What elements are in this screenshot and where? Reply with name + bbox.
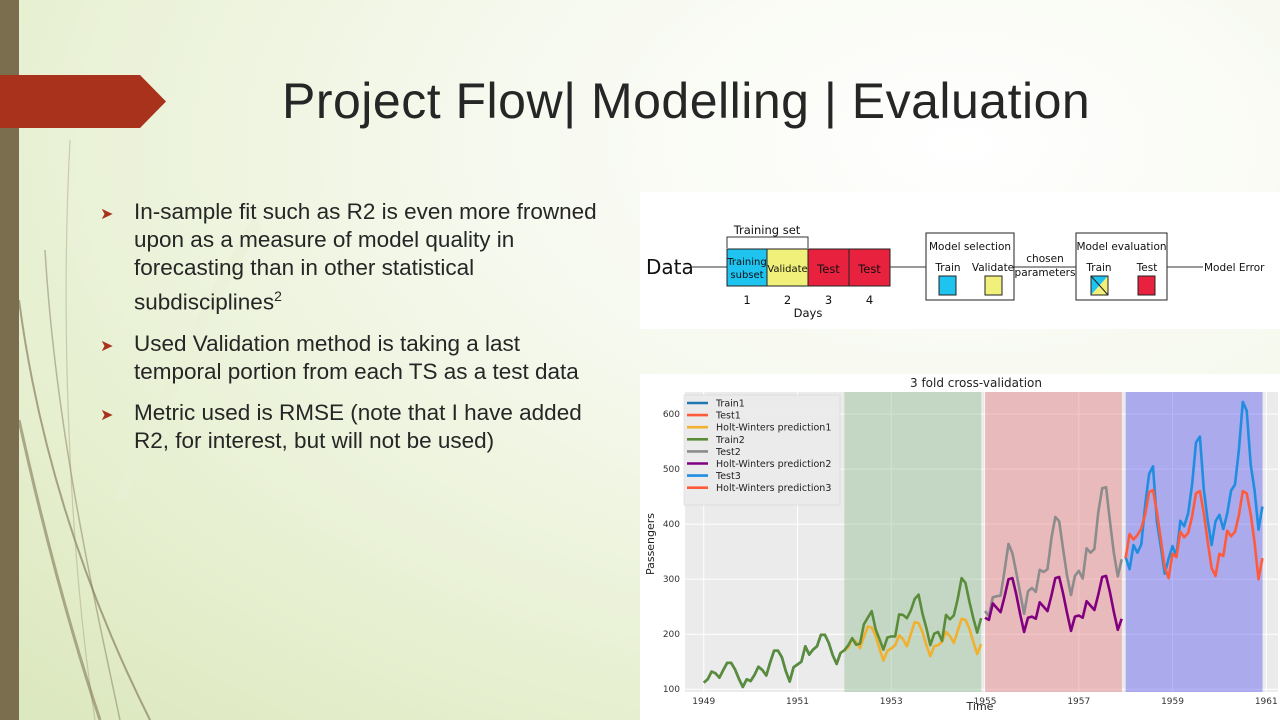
legend-box (683, 394, 841, 506)
cv-chart-panel: 1949 1951 1953 1955 1957 1959 1961 100 200 300 400… (640, 374, 1280, 720)
series-line (1124, 488, 1264, 581)
slide-title: Project Flow| Modelling | Evaluation (282, 73, 1091, 129)
bullet-text: Used Validation method is taking a last … (134, 330, 579, 384)
bullet-superscript: 2 (274, 288, 282, 304)
test-box-1-label: Test (816, 262, 840, 276)
bullet-arrow-icon: ➤ (100, 406, 114, 424)
model-error-label: Model Error (1204, 262, 1265, 274)
training-subset-line2: subset (730, 270, 763, 281)
bullet-item: ➤ Used Validation method is taking a las… (98, 330, 598, 386)
cv-chart: 1949 1951 1953 1955 1957 1959 1961 100 200 300 400… (644, 376, 1278, 713)
left-accent-bar (0, 0, 19, 720)
title-arrow-shape (0, 75, 166, 128)
bullet-text: In-sample fit such as R2 is even more fr… (134, 199, 597, 315)
day-number: 1 (743, 293, 750, 307)
x-tick-label: 1953 (880, 697, 903, 707)
x-tick-label: 1957 (1067, 697, 1090, 707)
training-set-label: Training set (733, 223, 801, 237)
x-tick-label: 1951 (786, 697, 809, 707)
legend-label: Holt-Winters prediction3 (716, 483, 831, 494)
legend-label: Train2 (715, 435, 745, 446)
series-line (983, 485, 1123, 618)
fold-shaded-region (985, 392, 1122, 692)
training-subset-line1: Training (726, 257, 766, 268)
model-selection-train: Train (934, 262, 960, 274)
y-tick-label: 100 (663, 685, 680, 695)
series-line (702, 576, 983, 689)
fold-shaded-region (1125, 392, 1263, 692)
y-axis-label: Passengers (644, 513, 657, 575)
x-tick-label: 1959 (1161, 697, 1184, 707)
model-evaluation-train: Train (1085, 262, 1111, 274)
parameters-label: parameters (1015, 267, 1076, 279)
fold-shaded-region (844, 392, 982, 692)
chart-title: 3 fold cross-validation (910, 376, 1042, 390)
model-selection-validate: Validate (972, 262, 1014, 274)
test-box-2 (848, 248, 891, 287)
training-subset-box (726, 248, 768, 287)
test-box-1 (807, 248, 850, 287)
model-selection-title: Model selection (929, 241, 1011, 253)
decorative-curves (17, 139, 260, 720)
model-evaluation-test: Test (1136, 262, 1158, 274)
y-tick-label: 600 (663, 410, 680, 420)
day-number: 4 (866, 293, 873, 307)
bullet-arrow-icon: ➤ (100, 337, 114, 355)
bullet-arrow-icon: ➤ (100, 206, 114, 223)
flow-diagram-panel: Data Training set Training subset Valida… (640, 192, 1280, 329)
y-tick-label: 500 (663, 465, 680, 475)
series-line (843, 617, 983, 662)
bullet-text: Metric used is RMSE (note that I have ad… (134, 399, 582, 453)
bullet-list: ➤ In-sample fit such as R2 is even more … (98, 198, 598, 468)
series-line (984, 574, 1123, 634)
days-label: Days (794, 306, 823, 320)
legend-label: Holt-Winters prediction1 (716, 423, 831, 434)
flow-data-label: Data (646, 255, 694, 279)
test-box-2-label: Test (857, 262, 881, 276)
legend-label: Train1 (715, 399, 745, 410)
model-evaluation-title: Model evaluation (1076, 241, 1166, 253)
flow-diagram: Data Training set Training subset Valida… (646, 223, 1265, 320)
validate-box-label: Validate (767, 264, 807, 275)
bullet-item: ➤ Metric used is RMSE (note that I have … (98, 399, 598, 455)
day-number: 2 (784, 293, 791, 307)
legend-label: Holt-Winters prediction2 (716, 459, 831, 470)
legend-label: Test3 (715, 471, 741, 482)
y-tick-label: 200 (663, 630, 680, 640)
x-tick-label: 1961 (1255, 697, 1278, 707)
legend-label: Test2 (715, 447, 741, 458)
validate-box (766, 248, 809, 287)
day-number: 3 (825, 293, 832, 307)
x-axis-label: Time (966, 700, 994, 713)
x-tick-label: 1955 (974, 697, 997, 707)
y-tick-label: 300 (663, 575, 680, 585)
chosen-label: chosen (1026, 253, 1063, 265)
legend-label: Test1 (715, 411, 741, 422)
series-line (1124, 400, 1264, 575)
bullet-item: ➤ In-sample fit such as R2 is even more … (98, 198, 598, 317)
x-tick-label: 1949 (692, 697, 715, 707)
y-tick-label: 400 (663, 520, 680, 530)
